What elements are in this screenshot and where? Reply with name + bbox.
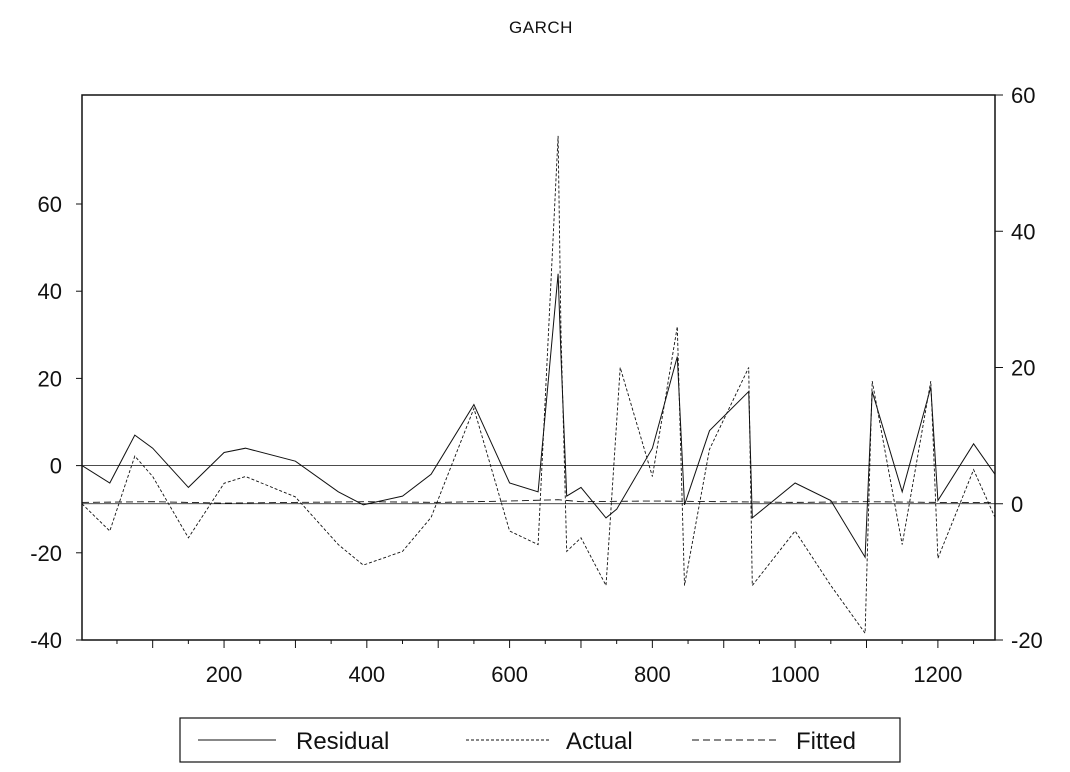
left-tick-label: 60 xyxy=(38,192,62,217)
right-tick-label: -20 xyxy=(1011,628,1043,653)
legend-box xyxy=(179,717,901,763)
x-tick-label: 1000 xyxy=(771,662,820,687)
x-tick-label: 600 xyxy=(491,662,528,687)
right-tick-label: 0 xyxy=(1011,492,1023,517)
chart-title: GARCH xyxy=(509,18,573,37)
left-tick-label: 20 xyxy=(38,366,62,391)
x-tick-label: 800 xyxy=(634,662,671,687)
left-tick-label: 40 xyxy=(38,279,62,304)
series-actual-line xyxy=(81,135,996,635)
right-tick-label: 40 xyxy=(1011,219,1035,244)
x-tick-label: 1200 xyxy=(913,662,962,687)
x-tick-label: 200 xyxy=(206,662,243,687)
left-tick-label: -40 xyxy=(30,628,62,653)
series-residual-line xyxy=(81,273,996,559)
legend-label-fitted: Fitted xyxy=(796,728,856,755)
plot-frame xyxy=(81,94,996,641)
left-tick-label: 0 xyxy=(50,454,62,479)
legend-label-actual: Actual xyxy=(566,728,633,755)
series-fitted-line xyxy=(81,499,995,504)
right-tick-label: 20 xyxy=(1011,356,1035,381)
right-tick-label: 60 xyxy=(1011,83,1035,108)
x-tick-label: 400 xyxy=(348,662,385,687)
legend-label-residual: Residual xyxy=(296,728,389,755)
left-tick-label: -20 xyxy=(30,541,62,566)
